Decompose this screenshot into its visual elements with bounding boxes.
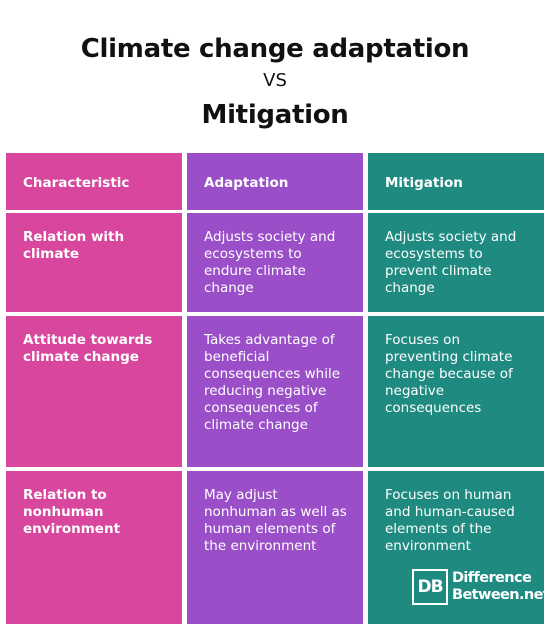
logo-text-difference: Difference xyxy=(452,570,532,586)
table-row-mitigation: Adjusts society and ecosystems to preven… xyxy=(368,213,544,312)
table-row-adaptation: May adjust nonhuman as well as human ele… xyxy=(187,471,363,624)
header-adaptation: Adaptation xyxy=(187,153,363,210)
table-row-mitigation: Focuses on human and human-caused elemen… xyxy=(368,471,544,624)
table-row-characteristic: Attitude towards climate change xyxy=(6,316,182,467)
table-row-mitigation: Focuses on preventing climate change bec… xyxy=(368,316,544,467)
table-row-adaptation: Takes advantage of beneficial consequenc… xyxy=(187,316,363,467)
title-main: Climate change adaptation xyxy=(80,34,470,64)
table-row-adaptation: Adjusts society and ecosystems to endure… xyxy=(187,213,363,312)
difference-between-logo: DB Difference Between.net xyxy=(412,569,550,607)
table-row-characteristic: Relation with climate xyxy=(6,213,182,312)
header-mitigation: Mitigation xyxy=(368,153,544,210)
db-logo-icon: DB xyxy=(412,569,448,605)
table-row-characteristic: Relation to nonhuman environment xyxy=(6,471,182,624)
page-title: Climate change adaptation VS Mitigation xyxy=(0,32,550,132)
header-characteristic: Characteristic xyxy=(6,153,182,210)
logo-text-between: Between.net xyxy=(452,587,550,603)
title-vs: VS xyxy=(263,70,287,91)
title-secondary: Mitigation xyxy=(201,100,349,130)
